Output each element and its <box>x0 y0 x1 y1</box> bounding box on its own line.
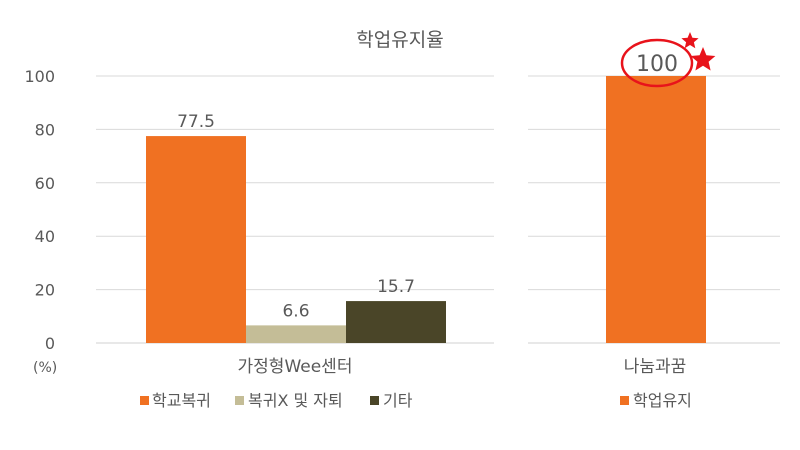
category-label: 가정형Wee센터 <box>238 357 353 377</box>
legend-swatch <box>370 396 379 405</box>
legend-label: 기타 <box>383 391 413 410</box>
bar-학업유지 <box>606 76 706 343</box>
bar-복귀X 및 자퇴 <box>246 325 346 343</box>
legend-swatch <box>620 396 629 405</box>
legend-label: 학업유지 <box>633 391 692 410</box>
y-tick-label: 20 <box>35 281 55 300</box>
chart-title: 학업유지율 <box>356 29 443 51</box>
y-tick-label: 100 <box>24 67 55 86</box>
legend-label: 복귀X 및 자퇴 <box>248 391 343 410</box>
data-label: 100 <box>636 52 678 77</box>
legend-label: 학교복귀 <box>152 391 211 410</box>
y-tick-label: 60 <box>35 174 55 193</box>
highlight-ellipse <box>620 38 694 88</box>
bar-기타 <box>346 301 446 343</box>
y-tick-label: 80 <box>35 120 55 139</box>
small-star-icon <box>681 32 699 49</box>
category-label: 나눔과꿈 <box>624 357 687 377</box>
data-label: 15.7 <box>377 277 415 297</box>
legend-swatch <box>140 396 149 405</box>
bar-학교복귀 <box>146 136 246 343</box>
data-label: 77.5 <box>177 112 215 132</box>
y-axis-unit-label: (%) <box>33 360 57 376</box>
large-star-icon <box>690 47 716 71</box>
y-tick-label: 0 <box>45 334 55 353</box>
legend-swatch <box>235 396 244 405</box>
y-tick-label: 40 <box>35 227 55 246</box>
data-label: 6.6 <box>282 301 309 321</box>
